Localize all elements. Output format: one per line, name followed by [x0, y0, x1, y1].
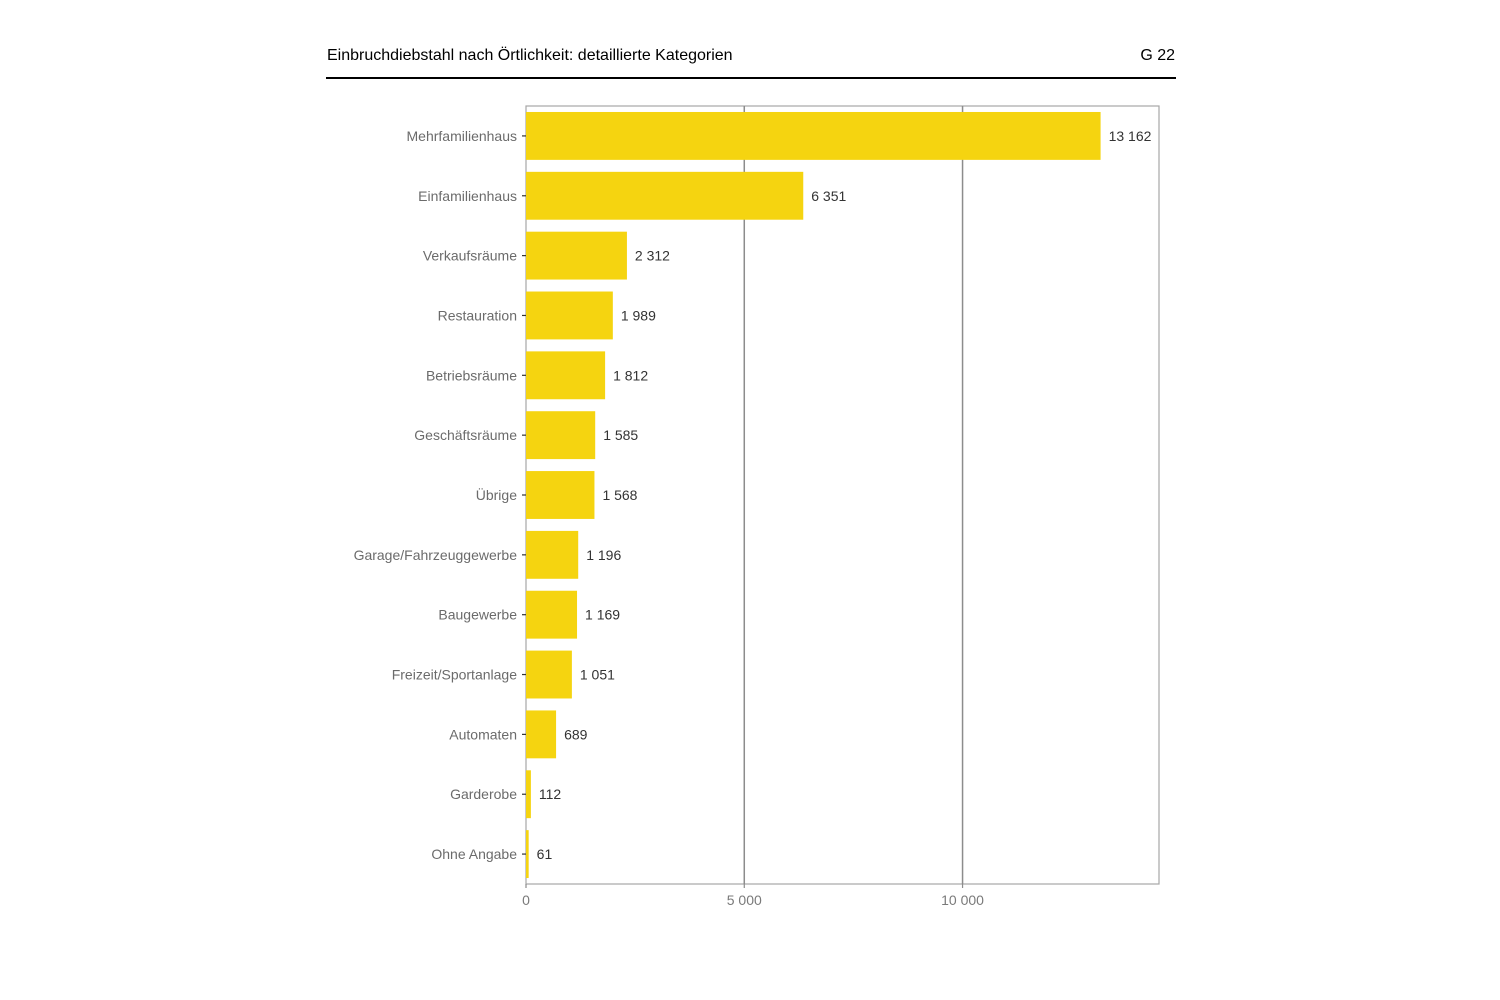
- bar: [526, 530, 579, 579]
- value-label: 1 585: [603, 427, 638, 443]
- category-label: Ohne Angabe: [431, 846, 517, 862]
- category-label: Einfamilienhaus: [418, 188, 517, 204]
- bar: [526, 590, 578, 639]
- bar: [526, 411, 596, 460]
- value-label: 1 568: [602, 487, 637, 503]
- category-label: Restauration: [438, 307, 517, 323]
- bar: [526, 111, 1101, 160]
- bar: [526, 471, 595, 519]
- bar: [526, 231, 627, 280]
- chart-title: Einbruchdiebstahl nach Örtlichkeit: deta…: [327, 47, 733, 64]
- figure-code: G 22: [1140, 47, 1175, 64]
- value-label: 1 051: [580, 667, 615, 683]
- bar: [526, 650, 572, 699]
- category-label: Garage/Fahrzeuggewerbe: [354, 547, 518, 563]
- category-label: Mehrfamilienhaus: [407, 128, 518, 144]
- category-label: Betriebsräume: [426, 367, 517, 383]
- value-label: 1 196: [586, 547, 621, 563]
- x-tick-label: 5 000: [727, 892, 762, 908]
- value-label: 6 351: [811, 188, 846, 204]
- value-label: 1 812: [613, 367, 648, 383]
- value-label: 1 989: [621, 307, 656, 323]
- category-label: Geschäftsräume: [414, 427, 517, 443]
- category-label: Garderobe: [450, 786, 517, 802]
- category-label: Freizeit/Sportanlage: [392, 667, 518, 683]
- bar: [526, 351, 606, 400]
- category-label: Übrige: [476, 486, 517, 503]
- bar: [526, 710, 557, 759]
- value-label: 2 312: [635, 248, 670, 264]
- title-rule: [326, 77, 1176, 79]
- category-label: Automaten: [449, 726, 517, 742]
- category-label: Verkaufsräume: [423, 248, 517, 264]
- category-label: Baugewerbe: [438, 607, 517, 623]
- bar: [526, 171, 804, 220]
- bar: [526, 830, 529, 879]
- value-label: 13 162: [1109, 128, 1152, 144]
- x-tick-label: 0: [522, 892, 530, 908]
- bar: [526, 770, 531, 819]
- bar: [526, 291, 613, 340]
- value-label: 61: [537, 846, 553, 862]
- value-label: 689: [564, 726, 588, 742]
- value-label: 112: [539, 786, 562, 802]
- x-tick-label: 10 000: [941, 892, 984, 908]
- value-label: 1 169: [585, 607, 620, 623]
